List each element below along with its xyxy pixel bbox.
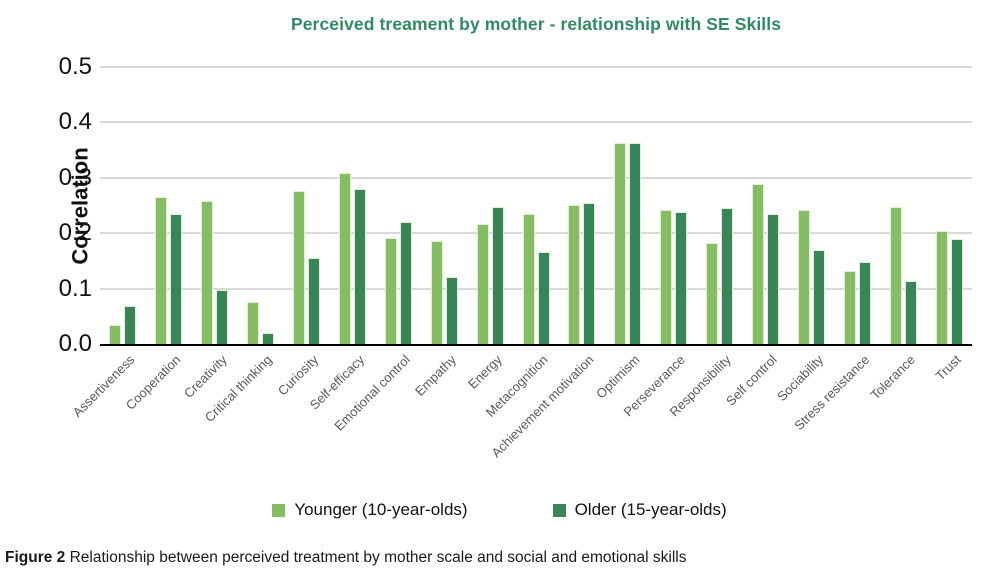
bar-older-responsibility xyxy=(721,208,734,344)
bar-older-stress-resistance xyxy=(858,262,871,344)
bar-older-cooperation xyxy=(170,213,183,344)
bar-older-perseverance xyxy=(675,212,688,344)
bar-older-curiosity xyxy=(308,258,321,344)
bar-older-self-efficacy xyxy=(353,189,366,344)
chart-title: Perceived treament by mother - relations… xyxy=(290,14,782,34)
x-label-assertiveness: Assertiveness xyxy=(69,352,138,420)
legend-swatch-younger xyxy=(272,503,286,517)
x-label-tolerance: Tolerance xyxy=(867,352,918,403)
gridline-0.4 xyxy=(100,121,972,124)
bar-younger-stress-resistance xyxy=(843,270,856,344)
gridline-0.3 xyxy=(100,176,972,179)
bar-younger-assertiveness xyxy=(109,324,122,344)
y-tick-label-0.1: 0.1 xyxy=(58,274,92,302)
gridline-0.2 xyxy=(100,232,972,235)
x-label-empathy: Empathy xyxy=(411,352,459,399)
caption-text: Relationship between perceived treatment… xyxy=(69,549,687,566)
legend-label-younger: Younger (10-year-olds) xyxy=(294,500,468,519)
bar-younger-energy xyxy=(476,223,489,344)
bar-older-metacognition xyxy=(537,252,550,344)
bar-older-empathy xyxy=(445,276,458,344)
bar-younger-self-control xyxy=(751,184,764,344)
bar-younger-creativity xyxy=(201,201,214,344)
bar-younger-cooperation xyxy=(155,197,168,344)
bar-older-energy xyxy=(491,206,504,344)
bar-younger-curiosity xyxy=(293,191,306,344)
x-label-energy: Energy xyxy=(464,352,505,392)
bar-older-critical-thinking xyxy=(262,332,275,344)
legend-item-older: Older (15-year-olds) xyxy=(552,500,727,520)
bar-younger-emotional-control xyxy=(384,237,397,344)
bar-younger-perseverance xyxy=(660,209,673,344)
bar-younger-self-efficacy xyxy=(338,173,351,344)
bar-younger-optimism xyxy=(614,143,627,344)
legend-item-younger: Younger (10-year-olds) xyxy=(272,500,468,520)
bar-younger-empathy xyxy=(430,240,443,344)
bar-older-tolerance xyxy=(904,281,917,344)
figure-caption: Figure 2 Relationship between perceived … xyxy=(5,549,687,567)
y-tick-label-0.0: 0.0 xyxy=(58,330,92,357)
gridline-0.5 xyxy=(100,66,972,68)
y-tick-label-0.2: 0.2 xyxy=(58,219,92,247)
bar-younger-sociability xyxy=(797,209,810,344)
legend: Younger (10-year-olds) Older (15-year-ol… xyxy=(0,500,999,520)
y-tick-label-0.5: 0.5 xyxy=(58,53,92,80)
bar-younger-metacognition xyxy=(522,213,535,344)
bar-older-trust xyxy=(950,238,963,344)
plot-area: Correlation 0.5 0.4 0.3 0.2 0.1 0.0 Assertive… xyxy=(59,55,972,460)
x-label-curiosity: Curiosity xyxy=(274,352,322,399)
bar-younger-responsibility xyxy=(706,242,719,344)
y-tick-label-0.3: 0.3 xyxy=(58,163,92,191)
caption-label: Figure 2 xyxy=(5,549,66,566)
bar-older-emotional-control xyxy=(399,221,412,344)
bar-younger-trust xyxy=(935,230,948,344)
bar-older-sociability xyxy=(812,249,825,344)
bar-older-achievement-motivation xyxy=(583,202,596,344)
legend-swatch-older xyxy=(552,503,566,517)
bar-older-assertiveness xyxy=(124,305,137,344)
legend-label-older: Older (15-year-olds) xyxy=(574,500,727,519)
bar-younger-critical-thinking xyxy=(247,302,260,344)
bar-younger-tolerance xyxy=(889,206,902,344)
x-label-trust: Trust xyxy=(932,352,964,384)
bar-older-self-control xyxy=(766,213,779,344)
gridline-0.1 xyxy=(100,287,972,290)
bar-older-optimism xyxy=(629,143,642,344)
bar-younger-achievement-motivation xyxy=(568,204,581,344)
bar-older-creativity xyxy=(216,289,229,344)
y-tick-label-0.4: 0.4 xyxy=(58,108,92,136)
x-axis-line xyxy=(100,343,972,346)
